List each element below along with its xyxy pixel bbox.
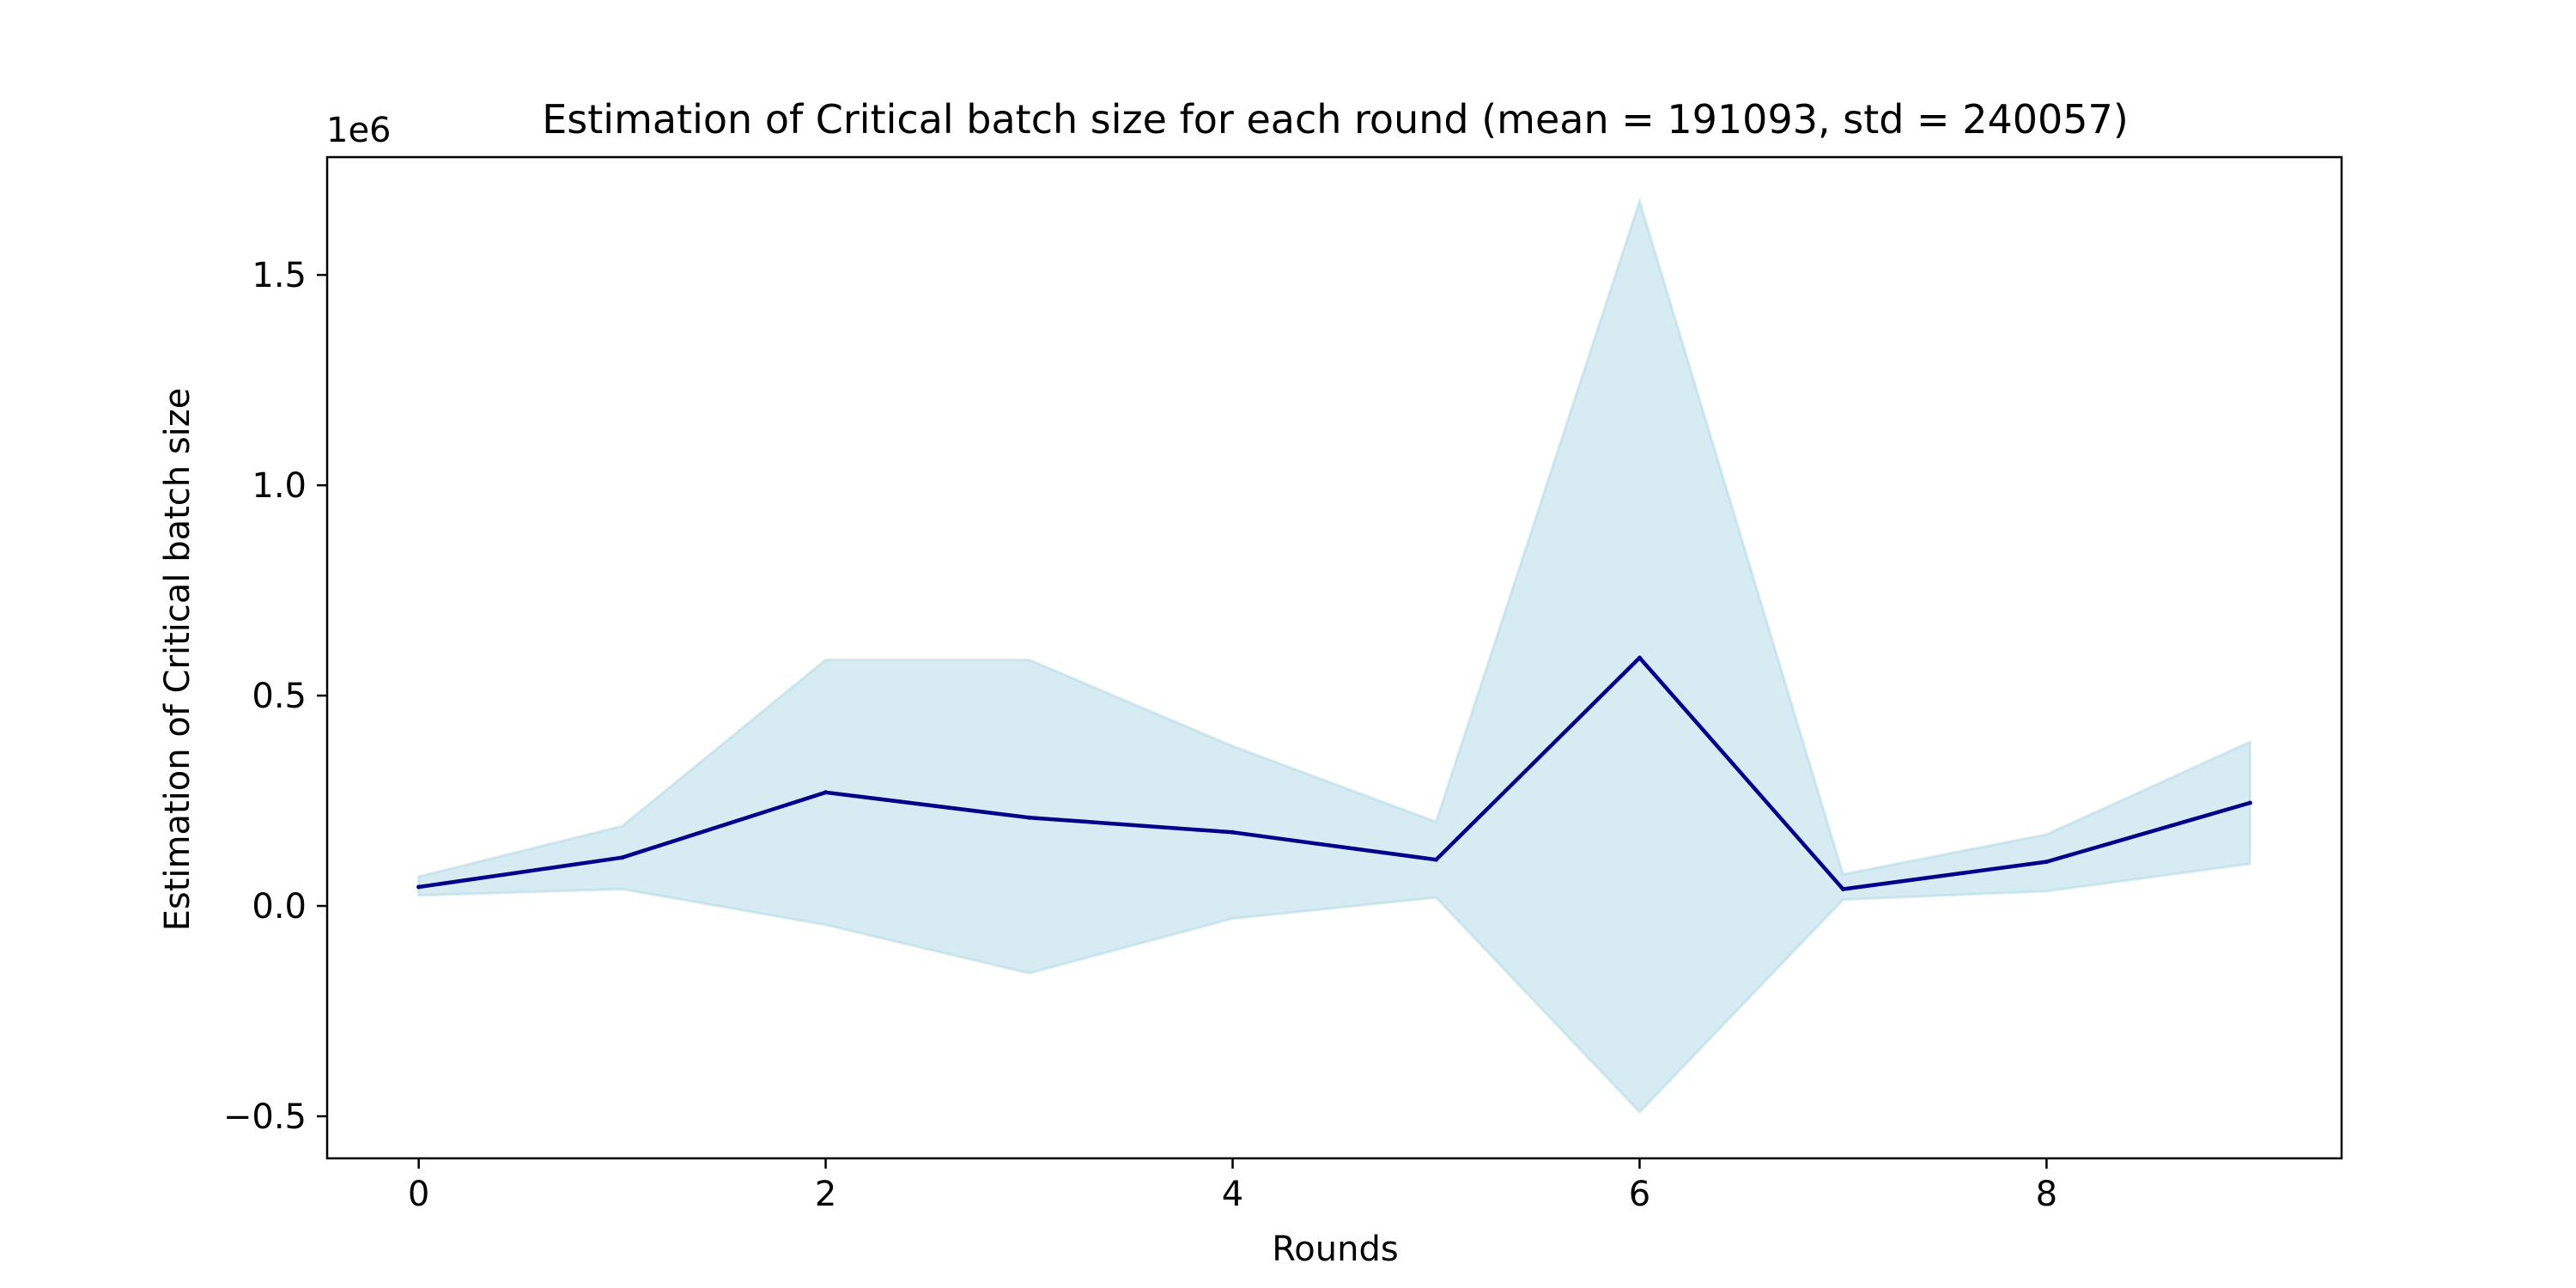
y-tick-label: 1.0 [252, 466, 307, 506]
x-tick-label: 0 [408, 1175, 429, 1214]
data-point [416, 884, 422, 890]
chart-title: Estimation of Critical batch size for ea… [542, 96, 2129, 143]
y-axis-label: Estimation of Critical batch size [158, 388, 197, 932]
plot-frame [325, 155, 2343, 1160]
data-point [620, 855, 625, 860]
data-point [1840, 887, 1845, 891]
data-point [1637, 655, 1642, 660]
x-tick-label: 2 [815, 1175, 836, 1214]
data-point [2044, 860, 2049, 865]
x-tick-label: 4 [1222, 1175, 1243, 1214]
y-tick-label: 1.5 [252, 256, 307, 295]
y-axis-ticks: −0.5 0.0 0.5 1.0 1.5 [223, 256, 327, 1137]
data-point [1434, 857, 1438, 862]
series-line-layer [416, 655, 2252, 891]
confidence-band [417, 197, 2251, 1115]
data-point [2247, 800, 2252, 805]
series-line [418, 655, 2251, 891]
x-tick-label: 6 [1629, 1175, 1650, 1214]
x-axis-label: Rounds [1272, 1230, 1398, 1269]
confidence-band-layer [417, 197, 2251, 1115]
data-point [1230, 829, 1235, 835]
data-point [1027, 815, 1031, 820]
y-tick-label: 0.0 [252, 887, 307, 927]
y-tick-label: 0.5 [252, 677, 307, 716]
x-tick-label: 8 [2036, 1175, 2057, 1214]
x-axis-ticks: 0 2 4 6 8 [408, 1158, 2057, 1214]
data-point [823, 790, 829, 795]
y-tick-label: −0.5 [223, 1097, 307, 1137]
y-offset-label: 1e6 [326, 111, 392, 150]
